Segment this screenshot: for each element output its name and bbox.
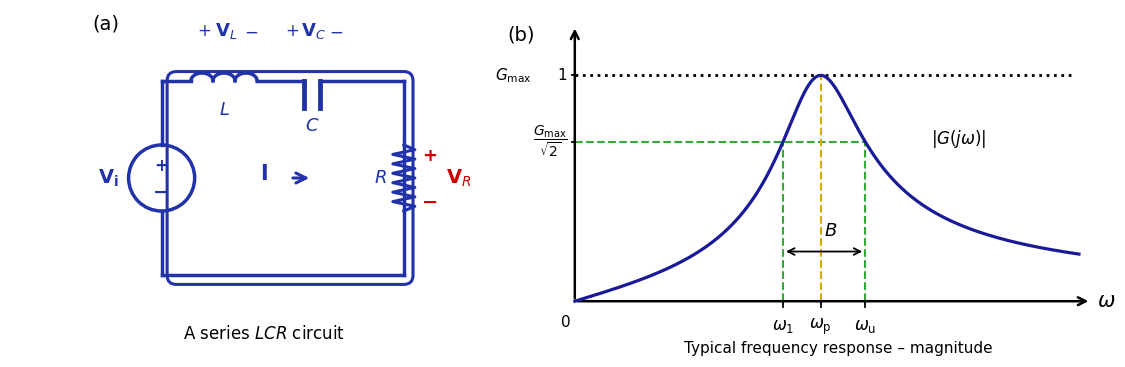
Text: $-$: $-$ [244, 22, 259, 40]
Text: $\omega_\mathrm{p}$: $\omega_\mathrm{p}$ [809, 317, 832, 337]
Text: (a): (a) [92, 15, 119, 34]
Text: $B$: $B$ [824, 222, 837, 240]
Text: $|G(j\omega)|$: $|G(j\omega)|$ [932, 128, 987, 150]
Text: $\mathbf{V}_C$: $\mathbf{V}_C$ [302, 21, 326, 41]
Text: $-$: $-$ [328, 22, 343, 40]
Text: $C$: $C$ [305, 117, 319, 135]
Text: $+$: $+$ [197, 22, 210, 40]
Text: (b): (b) [507, 26, 534, 45]
Text: $+$: $+$ [285, 22, 299, 40]
Text: 1: 1 [558, 68, 567, 83]
Text: $\mathbf{I}$: $\mathbf{I}$ [261, 164, 268, 184]
Text: $\mathbf{V}_{\mathbf{i}}$: $\mathbf{V}_{\mathbf{i}}$ [98, 167, 119, 189]
Text: $R$: $R$ [374, 169, 386, 187]
Text: $\omega_1$: $\omega_1$ [772, 317, 794, 335]
Text: $\mathbf{-}$: $\mathbf{-}$ [422, 192, 438, 211]
Text: $\omega_\mathrm{u}$: $\omega_\mathrm{u}$ [854, 317, 876, 335]
Text: $G_\mathrm{max}$: $G_\mathrm{max}$ [495, 66, 532, 85]
Text: −: − [153, 182, 170, 201]
Text: A series $\mathit{LCR}$ circuit: A series $\mathit{LCR}$ circuit [183, 325, 345, 343]
Text: 0: 0 [561, 315, 572, 330]
Text: $\mathbf{V}_R$: $\mathbf{V}_R$ [447, 167, 471, 189]
Text: $L$: $L$ [218, 101, 229, 119]
Text: $\dfrac{G_\mathrm{max}}{\sqrt{2}}$: $\dfrac{G_\mathrm{max}}{\sqrt{2}}$ [533, 124, 567, 159]
Text: Typical frequency response – magnitude: Typical frequency response – magnitude [684, 341, 992, 356]
Text: $\mathbf{V}_L$: $\mathbf{V}_L$ [215, 21, 237, 41]
Text: $\omega$: $\omega$ [1097, 291, 1116, 311]
Text: +: + [154, 157, 169, 175]
Text: $\mathbf{+}$: $\mathbf{+}$ [422, 147, 438, 165]
